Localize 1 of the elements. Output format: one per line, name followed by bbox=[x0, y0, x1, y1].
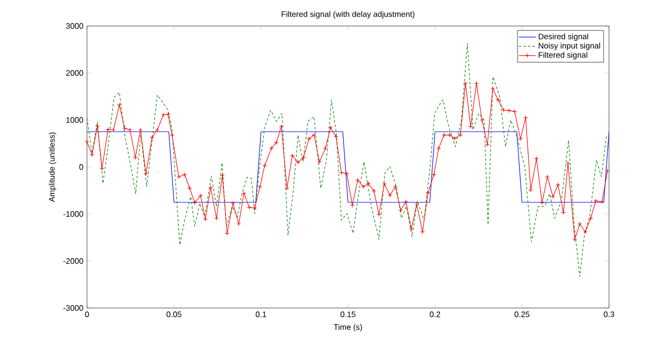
line-series bbox=[87, 43, 607, 277]
